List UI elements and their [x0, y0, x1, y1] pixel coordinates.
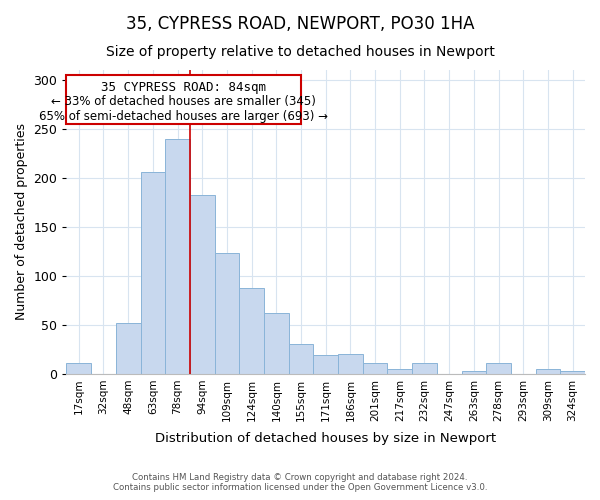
X-axis label: Distribution of detached houses by size in Newport: Distribution of detached houses by size … — [155, 432, 496, 445]
Text: 35, CYPRESS ROAD, NEWPORT, PO30 1HA: 35, CYPRESS ROAD, NEWPORT, PO30 1HA — [126, 15, 474, 33]
Bar — [264, 313, 289, 374]
Text: 65% of semi-detached houses are larger (693) →: 65% of semi-detached houses are larger (… — [39, 110, 328, 123]
Bar — [313, 356, 338, 374]
Text: Size of property relative to detached houses in Newport: Size of property relative to detached ho… — [106, 45, 494, 59]
Text: ← 33% of detached houses are smaller (345): ← 33% of detached houses are smaller (34… — [52, 96, 316, 108]
Bar — [239, 288, 264, 374]
Bar — [190, 196, 215, 374]
Y-axis label: Number of detached properties: Number of detached properties — [15, 124, 28, 320]
Bar — [215, 254, 239, 374]
Text: Contains HM Land Registry data © Crown copyright and database right 2024.
Contai: Contains HM Land Registry data © Crown c… — [113, 473, 487, 492]
Bar — [461, 371, 486, 374]
Bar — [363, 363, 388, 374]
Bar — [116, 323, 140, 374]
Bar — [289, 344, 313, 374]
Bar — [338, 354, 363, 374]
Bar — [165, 138, 190, 374]
Bar — [560, 371, 585, 374]
Bar — [536, 369, 560, 374]
Text: 35 CYPRESS ROAD: 84sqm: 35 CYPRESS ROAD: 84sqm — [101, 81, 266, 94]
Bar — [388, 369, 412, 374]
Bar — [67, 363, 91, 374]
FancyBboxPatch shape — [67, 75, 301, 124]
Bar — [140, 172, 165, 374]
Bar — [412, 363, 437, 374]
Bar — [486, 363, 511, 374]
